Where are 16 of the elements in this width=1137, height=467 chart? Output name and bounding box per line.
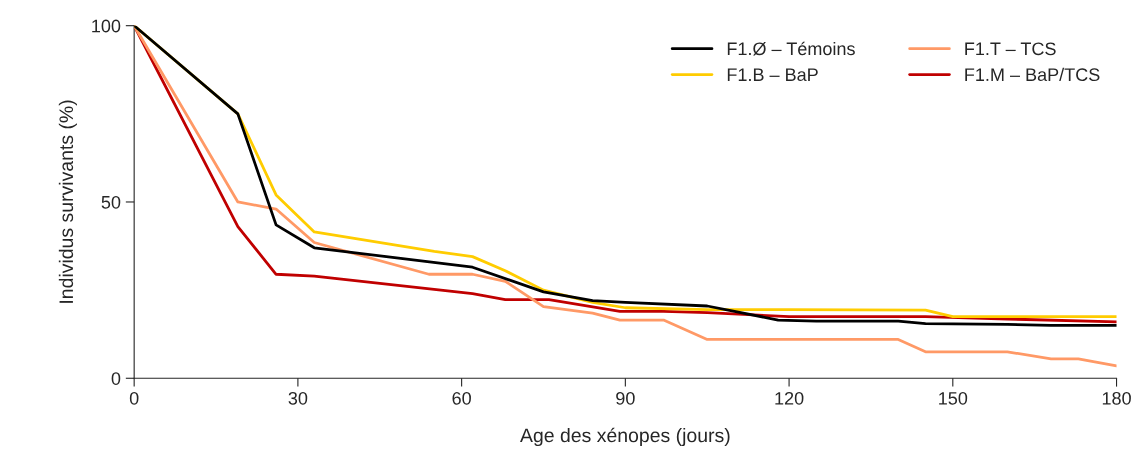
x-tick-label: 120 <box>775 391 804 405</box>
x-tick-label: 180 <box>1102 391 1131 405</box>
y-tick-label: 0 <box>111 372 121 385</box>
x-tick-label: 0 <box>129 391 139 405</box>
x-tick-label: 150 <box>939 391 968 405</box>
legend-label: F1.Ø – Témoins <box>727 41 855 56</box>
legend-label: F1.B – BaP <box>727 68 818 82</box>
legend-label: F1.T – TCS <box>965 42 1056 56</box>
x-tick-label: 30 <box>288 391 308 405</box>
x-tick-label: 60 <box>452 391 471 405</box>
x-axis-title: Age des xénopes (jours) <box>520 427 730 447</box>
legend-label: F1.M – BaP/TCS <box>965 67 1100 82</box>
y-tick-label: 100 <box>92 19 121 33</box>
y-tick-label: 50 <box>101 195 121 209</box>
y-axis-title: Individus survivants (%) <box>58 100 77 303</box>
x-tick-label: 90 <box>616 391 635 405</box>
